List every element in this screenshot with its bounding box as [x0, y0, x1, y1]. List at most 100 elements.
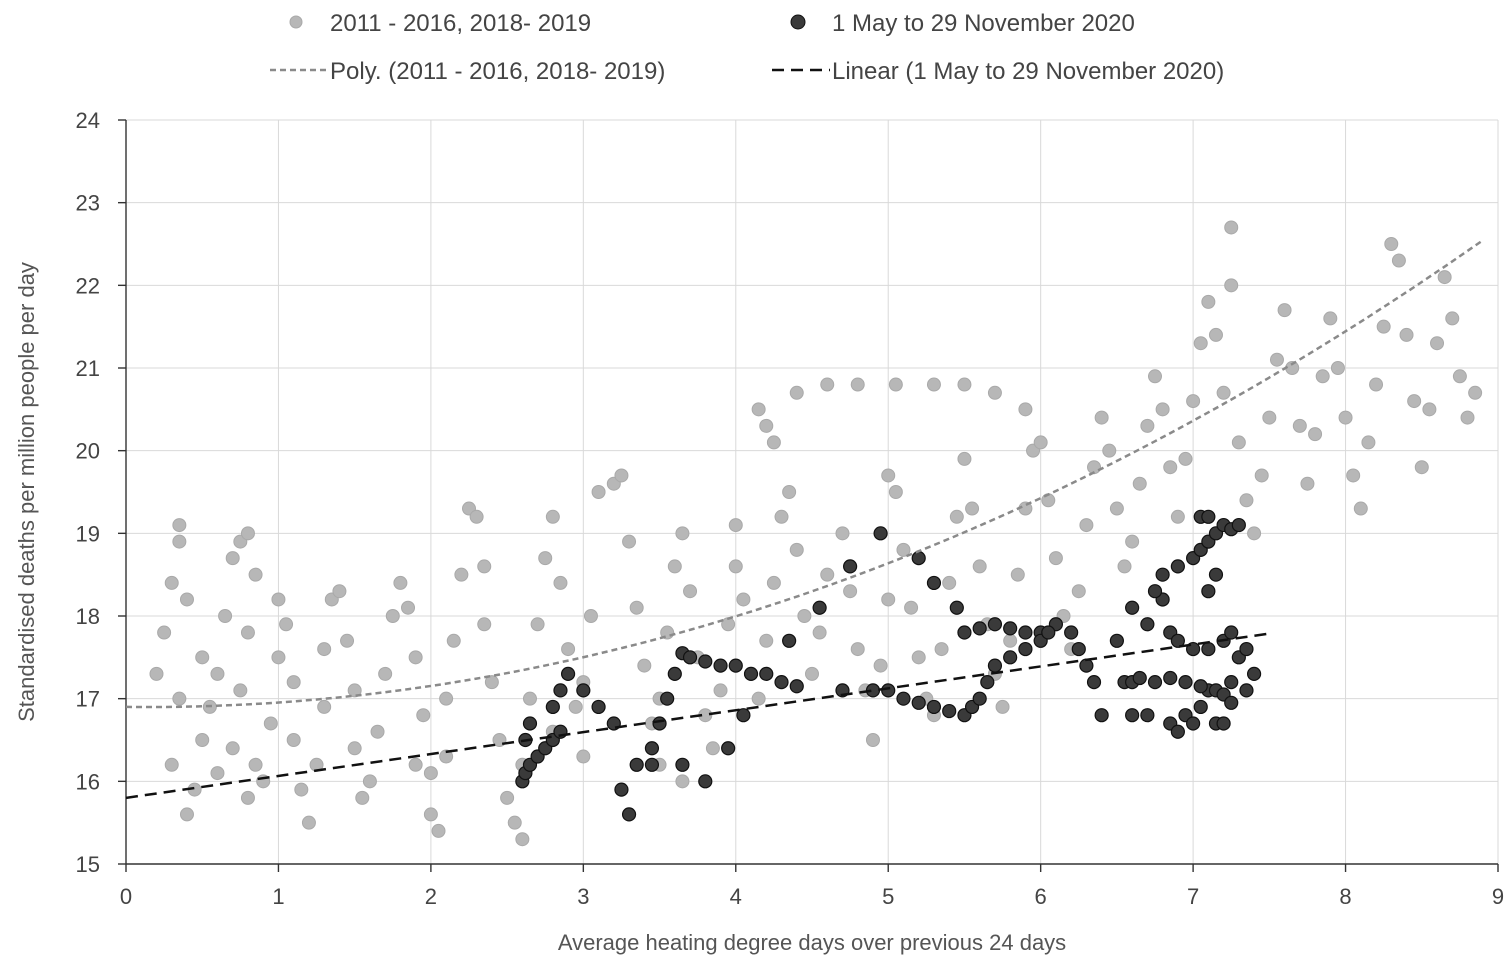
data-point-2011-2019: [850, 377, 865, 392]
data-point-2011-2019: [1445, 311, 1460, 326]
data-point-2011-2019: [1323, 311, 1338, 326]
x-tick-label: 2: [425, 884, 437, 909]
data-point-2011-2019: [1117, 559, 1132, 574]
x-tick-label: 9: [1492, 884, 1504, 909]
data-point-2020: [1186, 716, 1201, 731]
data-point-2020: [782, 633, 797, 648]
data-point-2011-2019: [576, 749, 591, 764]
data-point-2011-2019: [1224, 278, 1239, 293]
data-point-2011-2019: [1353, 501, 1368, 516]
data-point-2011-2019: [1414, 460, 1429, 475]
data-point-2020: [949, 600, 964, 615]
y-axis-title: Standardised deaths per million people p…: [14, 262, 39, 722]
data-point-2020: [873, 526, 888, 541]
data-point-2011-2019: [1330, 361, 1345, 375]
data-point-2020: [1125, 600, 1140, 615]
data-point-2020: [1201, 509, 1216, 524]
data-point-2011-2019: [484, 675, 499, 690]
y-tick-label: 22: [76, 273, 100, 298]
data-point-2020: [675, 757, 690, 772]
data-point-2020: [1064, 625, 1079, 640]
poly-trendline: [125, 239, 1484, 709]
trendlines: [125, 239, 1484, 800]
data-point-2011-2019: [1300, 476, 1315, 491]
data-point-2011-2019: [553, 575, 568, 590]
data-point-2011-2019: [408, 650, 423, 665]
data-point-2020: [1193, 699, 1208, 715]
data-point-2011-2019: [401, 600, 416, 615]
data-point-2020: [1201, 641, 1216, 657]
data-point-2011-2019: [949, 509, 964, 524]
data-point-2020: [987, 658, 1003, 673]
x-tick-label: 6: [1035, 884, 1047, 909]
data-point-2011-2019: [240, 625, 255, 640]
linear-trendline: [125, 632, 1270, 800]
data-point-2011-2019: [1018, 402, 1033, 417]
data-point-2011-2019: [1239, 493, 1254, 508]
legend-marker: [790, 14, 806, 30]
data-point-2020: [926, 575, 942, 591]
data-point-2020: [1041, 625, 1056, 640]
data-point-2020: [896, 691, 911, 706]
data-point-2011-2019: [210, 766, 225, 781]
data-point-2011-2019: [240, 790, 255, 805]
data-point-2011-2019: [942, 575, 957, 590]
data-point-2011-2019: [812, 625, 827, 640]
data-point-2011-2019: [507, 815, 522, 830]
data-point-2011-2019: [332, 584, 347, 599]
data-point-2020: [667, 666, 682, 681]
data-point-2020: [1155, 567, 1170, 582]
data-point-2011-2019: [835, 526, 850, 541]
data-point-2011-2019: [1094, 410, 1109, 425]
data-point-2011-2019: [317, 699, 332, 714]
data-point-2020: [1018, 641, 1033, 657]
data-point-2020: [843, 559, 858, 574]
y-tick-label: 20: [76, 439, 100, 464]
data-point-2020: [1094, 708, 1109, 723]
data-point-2011-2019: [240, 526, 255, 541]
data-point-2020: [721, 741, 736, 756]
data-point-2020: [1239, 641, 1254, 657]
legend-label: Linear (1 May to 29 November 2020): [832, 58, 1224, 85]
data-point-2020: [660, 691, 675, 706]
data-point-2020: [576, 683, 591, 698]
data-point-2011-2019: [1277, 303, 1292, 318]
data-point-2020: [1086, 675, 1102, 690]
data-point-2011-2019: [1079, 518, 1094, 533]
data-point-2011-2019: [347, 741, 362, 756]
data-point-2011-2019: [157, 625, 172, 640]
data-point-2020: [972, 691, 987, 706]
data-point-2011-2019: [675, 774, 690, 789]
data-point-2011-2019: [454, 567, 469, 582]
legend: 2011 - 2016, 2018- 2019 1 May to 29 Novem…: [270, 10, 1224, 85]
data-point-2011-2019: [1269, 352, 1284, 367]
data-point-2011-2019: [1140, 418, 1155, 433]
data-point-2011-2019: [408, 757, 423, 772]
data-point-2011-2019: [1163, 460, 1178, 475]
data-point-2011-2019: [530, 617, 545, 632]
data-point-2020: [1208, 567, 1224, 582]
data-point-2011-2019: [477, 617, 492, 632]
y-tick-label: 16: [76, 769, 100, 794]
data-point-2020: [713, 658, 728, 673]
x-axis-title: Average heating degree days over previou…: [558, 930, 1066, 955]
data-point-2011-2019: [355, 790, 370, 805]
data-point-2011-2019: [1384, 237, 1399, 251]
data-point-2011-2019: [248, 567, 263, 582]
data-point-2011-2019: [728, 518, 743, 533]
data-point-2011-2019: [1170, 509, 1185, 524]
data-point-2020: [629, 757, 644, 772]
data-point-2011-2019: [439, 691, 454, 706]
data-point-2011-2019: [782, 485, 797, 499]
data-point-2011-2019: [469, 509, 484, 524]
data-point-2020: [560, 666, 576, 681]
data-point-2011-2019: [210, 666, 225, 681]
data-point-2011-2019: [797, 609, 812, 623]
data-point-2020: [698, 774, 713, 789]
x-tick-label: 8: [1339, 884, 1351, 909]
data-point-2020: [1170, 724, 1185, 739]
data-point-2020: [1193, 679, 1208, 694]
data-point-2011-2019: [751, 691, 766, 706]
data-point-2020: [545, 699, 560, 715]
data-point-2011-2019: [972, 559, 987, 574]
